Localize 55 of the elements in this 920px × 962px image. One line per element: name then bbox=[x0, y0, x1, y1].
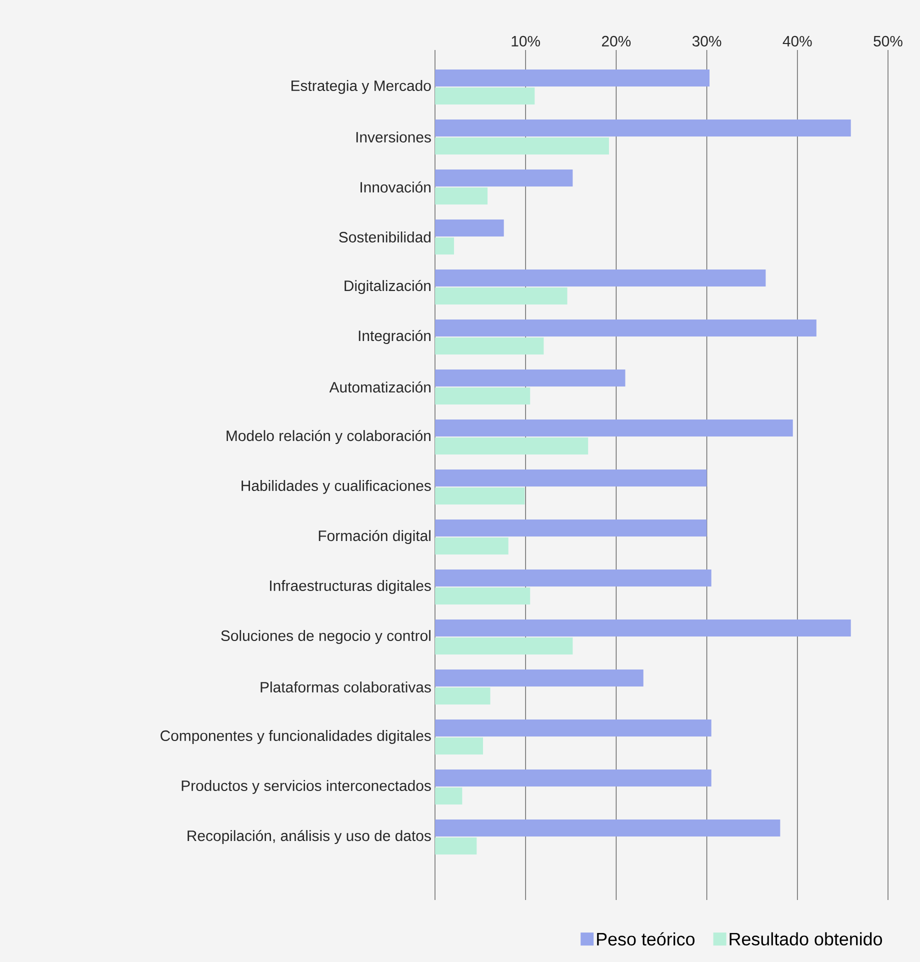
legend-label: Peso teórico bbox=[597, 932, 695, 946]
legend-label: Resultado obtenido bbox=[730, 932, 882, 946]
y-tick-label: Inversiones bbox=[356, 132, 431, 142]
y-tick-label: Innovación bbox=[360, 181, 430, 193]
bar bbox=[435, 370, 626, 386]
y-tick-label: Formación digital bbox=[318, 530, 430, 544]
x-tick-label: 40% bbox=[782, 36, 812, 46]
bar bbox=[435, 120, 851, 136]
y-tick-label: Habilidades y cualificaciones bbox=[242, 480, 431, 494]
bar bbox=[435, 188, 488, 204]
bar bbox=[435, 688, 490, 705]
bar bbox=[435, 438, 588, 454]
bar bbox=[435, 638, 573, 655]
bar bbox=[435, 520, 707, 536]
bar bbox=[435, 338, 544, 354]
bar bbox=[435, 320, 816, 336]
bar bbox=[435, 588, 530, 604]
bar bbox=[435, 738, 484, 755]
y-tick-label: Modelo relación y colaboración bbox=[226, 430, 430, 444]
x-tick-label: 20% bbox=[602, 36, 631, 46]
y-tick-label: Plataformas colaborativas bbox=[260, 682, 431, 692]
y-tick-label: Estrategia y Mercado bbox=[291, 80, 431, 94]
y-tick-label: Sostenibilidad bbox=[339, 232, 430, 242]
bar bbox=[435, 238, 454, 254]
bar bbox=[435, 488, 525, 504]
y-tick-label: Recopilación, análisis y uso de datos bbox=[188, 830, 431, 844]
bar bbox=[435, 788, 462, 805]
bar bbox=[435, 670, 644, 687]
x-tick-label: 10% bbox=[512, 36, 540, 46]
bar bbox=[435, 138, 609, 154]
bar bbox=[435, 720, 712, 737]
bar bbox=[435, 170, 573, 186]
bar bbox=[435, 388, 530, 404]
y-tick-label: Soluciones de negocio y control bbox=[221, 630, 430, 644]
bar bbox=[435, 270, 766, 286]
bar bbox=[435, 838, 477, 855]
bar bbox=[435, 88, 535, 104]
x-tick-label: 50% bbox=[874, 36, 902, 46]
bar bbox=[435, 420, 793, 436]
bar bbox=[435, 288, 568, 304]
bar bbox=[435, 820, 780, 837]
y-tick-label: Productos y servicios interconectados bbox=[182, 780, 431, 794]
y-tick-label: Componentes y funcionalidades digitales bbox=[160, 730, 431, 744]
bar bbox=[435, 770, 712, 787]
x-tick-label: 30% bbox=[692, 36, 722, 46]
y-tick-label: Infraestructuras digitales bbox=[270, 580, 431, 594]
y-tick-label: Automatización bbox=[329, 381, 430, 393]
y-tick-label: Integración bbox=[358, 330, 430, 344]
bar bbox=[435, 470, 707, 486]
bar bbox=[435, 620, 851, 637]
bar bbox=[435, 220, 504, 236]
bar bbox=[435, 570, 712, 586]
bar bbox=[435, 70, 710, 86]
bar bbox=[435, 538, 508, 554]
y-tick-label: Digitalización bbox=[344, 280, 430, 294]
